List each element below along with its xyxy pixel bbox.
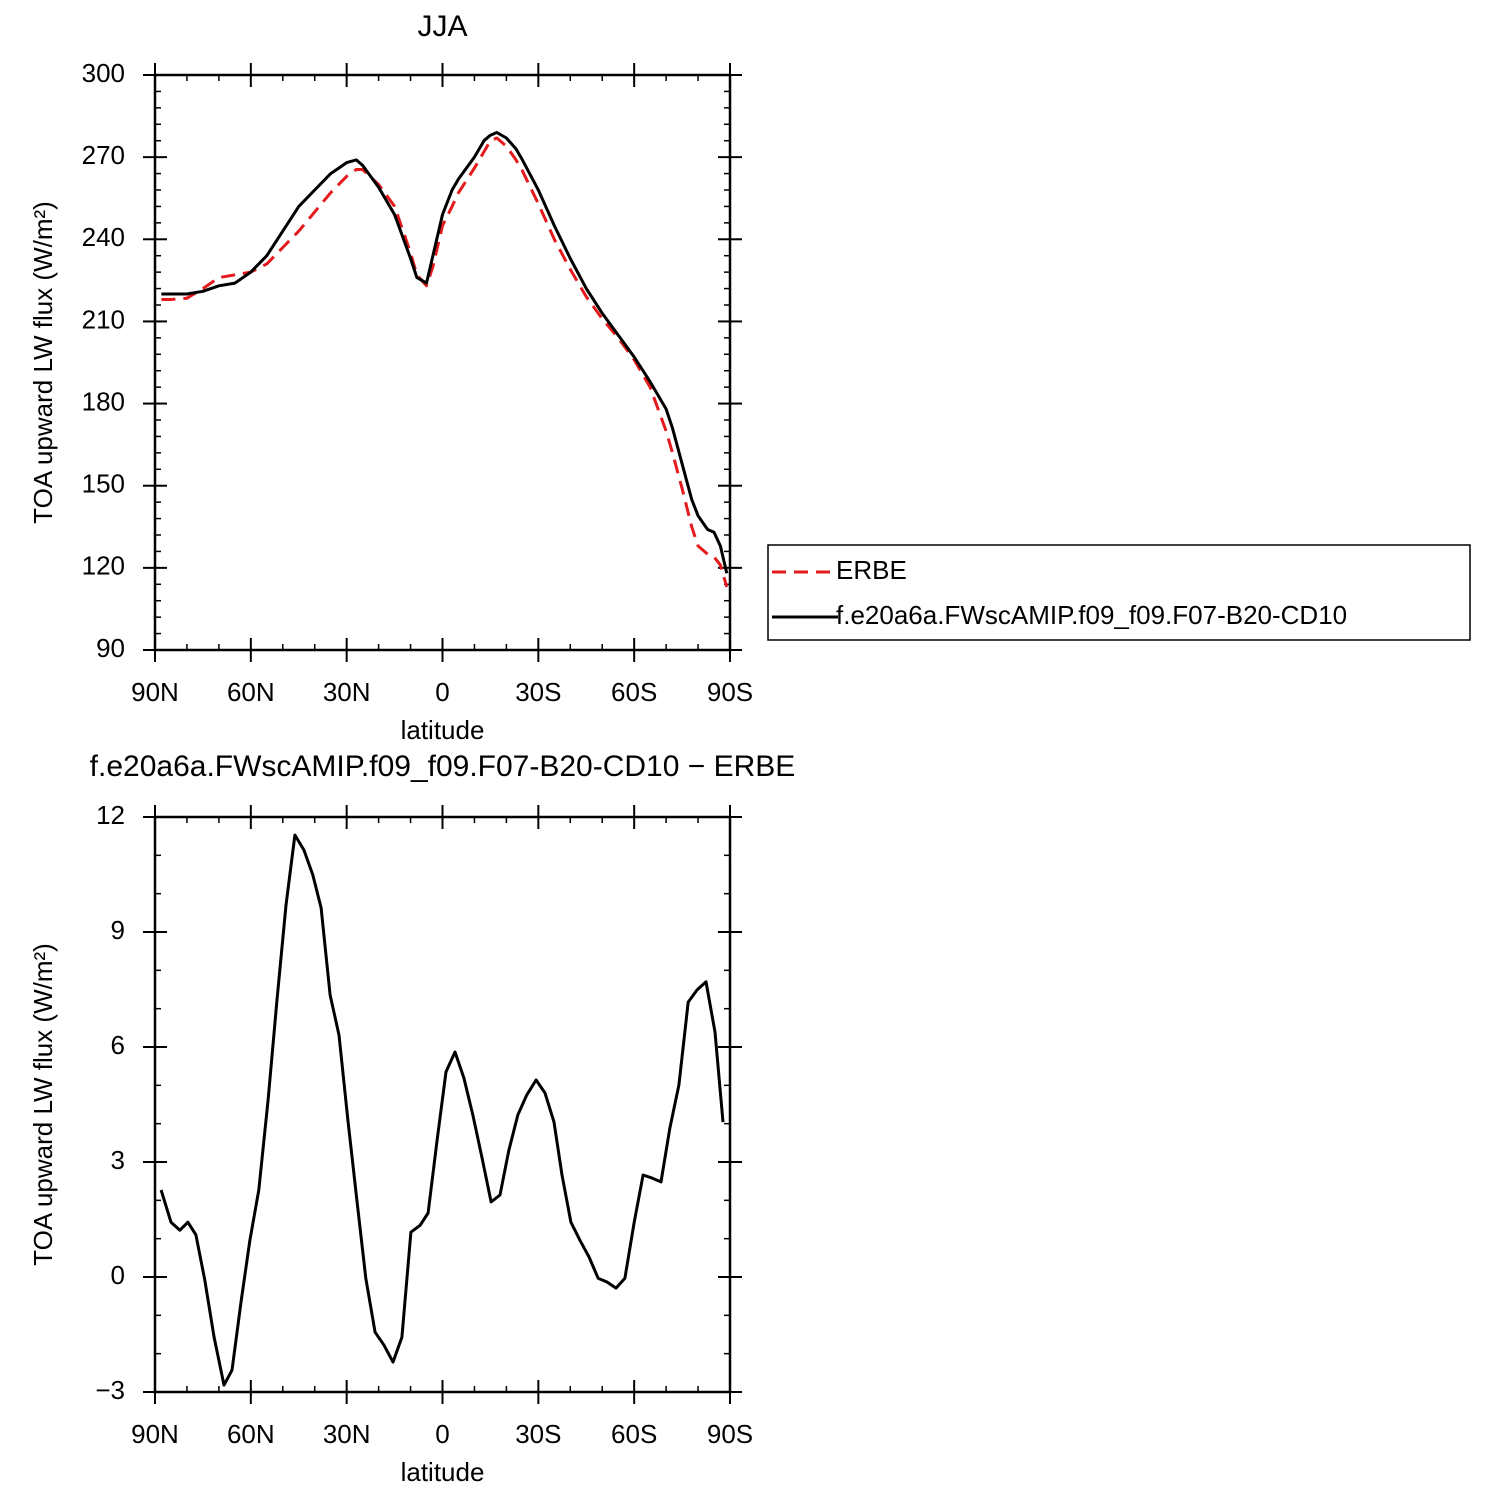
x-tick-label: 30S (515, 1419, 561, 1449)
x-axis-label: latitude (401, 715, 485, 745)
x-tick-label: 0 (435, 1419, 449, 1449)
y-tick-label: 90 (96, 633, 125, 663)
x-tick-label: 30S (515, 677, 561, 707)
x-tick-label: 90S (707, 677, 753, 707)
data-line (159, 833, 725, 1387)
data-line (161, 136, 729, 588)
y-tick-label: 180 (82, 386, 125, 416)
y-tick-label: 210 (82, 304, 125, 334)
y-tick-label: −3 (95, 1375, 125, 1405)
x-tick-label: 90N (131, 677, 179, 707)
plot-frame (153, 73, 732, 652)
legend-label: ERBE (836, 555, 907, 585)
y-tick-label: 270 (82, 140, 125, 170)
y-axis-label: TOA upward LW flux (W/m²) (28, 201, 58, 524)
x-tick-label: 60S (611, 677, 657, 707)
y-tick-label: 150 (82, 469, 125, 499)
y-tick-label: 300 (82, 58, 125, 88)
x-tick-label: 90S (707, 1419, 753, 1449)
legend-box (767, 544, 1471, 641)
x-tick-label: 60N (227, 677, 275, 707)
y-axis-label: TOA upward LW flux (W/m²) (28, 943, 58, 1266)
y-tick-label: 0 (111, 1260, 125, 1290)
y-tick-label: 12 (96, 800, 125, 830)
x-tick-label: 60S (611, 1419, 657, 1449)
x-tick-label: 90N (131, 1419, 179, 1449)
y-tick-label: 9 (111, 915, 125, 945)
x-tick-label: 0 (435, 677, 449, 707)
y-tick-label: 3 (111, 1145, 125, 1175)
y-tick-label: 120 (82, 551, 125, 581)
legend-label: f.e20a6a.FWscAMIP.f09_f09.F07-B20-CD10 (836, 600, 1347, 630)
x-axis-label: latitude (401, 1457, 485, 1487)
chart-title: f.e20a6a.FWscAMIP.f09_f09.F07-B20-CD10 −… (90, 750, 796, 783)
data-line (161, 131, 729, 574)
x-tick-label: 30N (323, 677, 371, 707)
plot-frame (153, 815, 732, 1394)
y-tick-label: 240 (82, 222, 125, 252)
x-tick-label: 60N (227, 1419, 275, 1449)
y-tick-label: 6 (111, 1030, 125, 1060)
x-tick-label: 30N (323, 1419, 371, 1449)
chart-title: JJA (417, 10, 467, 43)
